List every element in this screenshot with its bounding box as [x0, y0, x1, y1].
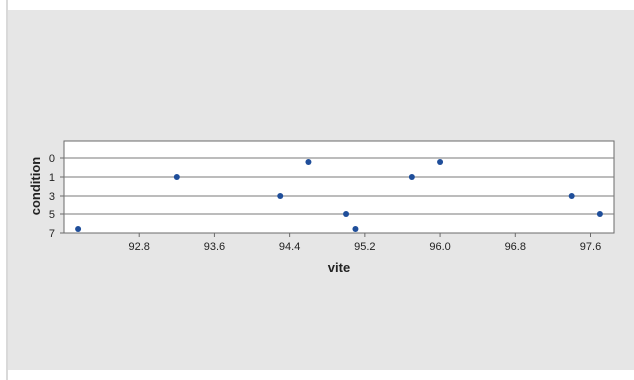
x-tick-label-96.0: 96.0: [429, 241, 450, 253]
left-divider: [6, 0, 8, 380]
data-point-1: [75, 226, 82, 232]
data-point-8: [437, 159, 444, 165]
top-margin: [8, 0, 634, 10]
x-tick-label-92.8: 92.8: [129, 241, 150, 253]
data-point-2: [173, 174, 180, 180]
data-point-4: [305, 159, 312, 165]
y-tick-label-1: 1: [49, 172, 55, 184]
x-tick-label-95.2: 95.2: [354, 241, 375, 253]
data-point-5: [343, 211, 350, 217]
bottom-margin: [8, 370, 634, 380]
data-point-10: [596, 211, 603, 217]
plot-area: [63, 140, 615, 234]
data-point-6: [352, 226, 359, 232]
x-tick-label-97.6: 97.6: [580, 241, 601, 253]
x-tick-label-93.6: 93.6: [204, 241, 225, 253]
grid-lines: [64, 157, 614, 215]
y-tick-label-3: 3: [49, 191, 55, 203]
data-point-9: [568, 193, 575, 199]
x-axis-ticks: 92.8 93.6 94.4 95.2 96.0 96.8 97.6: [129, 233, 601, 253]
y-tick-label-0: 0: [49, 153, 55, 165]
data-points: [75, 159, 603, 232]
y-axis-ticks: 0 1 3 5 7: [49, 153, 64, 240]
x-axis-title: vite: [328, 260, 350, 275]
x-tick-label-94.4: 94.4: [279, 241, 300, 253]
y-axis-title: condition: [28, 157, 43, 216]
y-tick-label-7: 7: [49, 228, 55, 240]
left-margin: [0, 0, 6, 380]
data-point-7: [408, 174, 415, 180]
y-tick-label-5: 5: [49, 209, 55, 221]
data-point-3: [277, 193, 284, 199]
x-tick-label-96.8: 96.8: [505, 241, 526, 253]
